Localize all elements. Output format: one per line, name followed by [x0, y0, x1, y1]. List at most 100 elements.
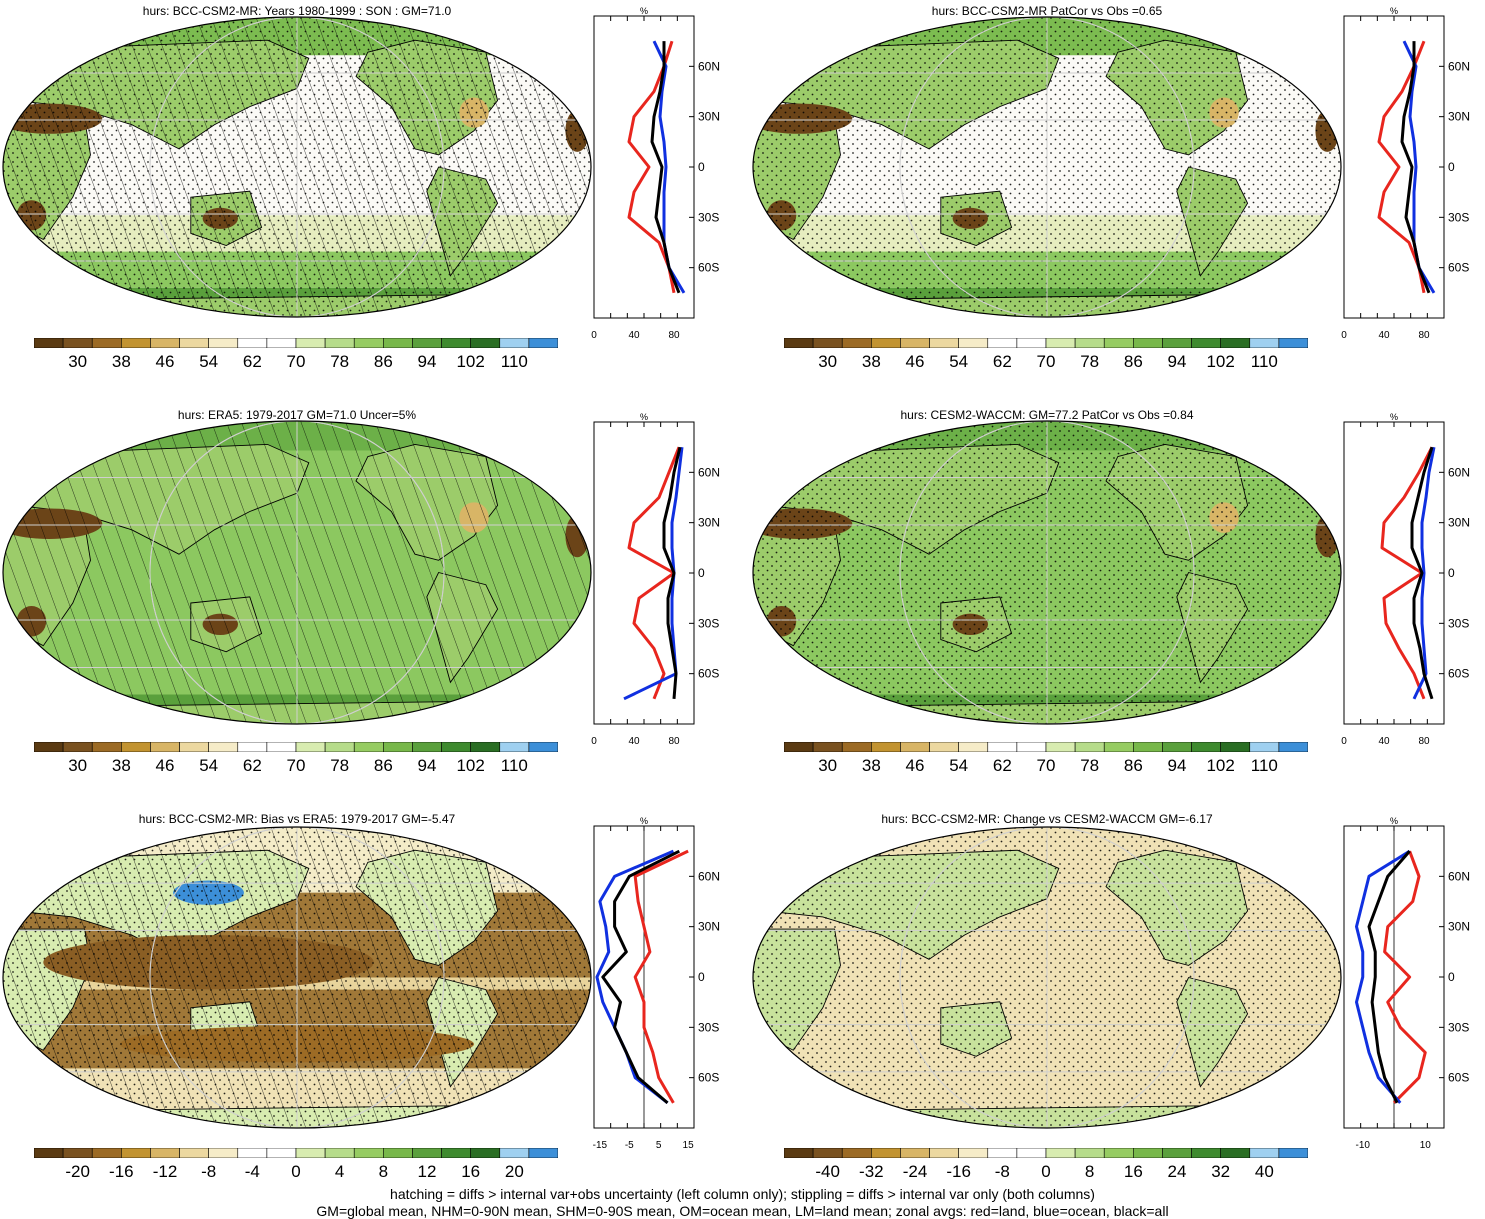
colorbar-tick-label: 62 [993, 756, 1012, 776]
colorbar-swatch [1221, 338, 1250, 348]
colorbar-tick-label: 78 [1080, 756, 1099, 776]
zonal-x-tick-label: -5 [625, 1140, 634, 1151]
colorbar-swatch [988, 338, 1017, 348]
colorbar-swatch [383, 1148, 412, 1158]
colorbar-swatch [1133, 1148, 1162, 1158]
colorbar-swatch [121, 338, 150, 348]
zonal-unit-label: % [640, 412, 648, 422]
colorbar-swatch [63, 1148, 92, 1158]
colorbar-tick-label: 20 [505, 1162, 524, 1182]
colorbar-swatch [930, 338, 959, 348]
colorbar-swatch [871, 742, 900, 752]
colorbar-swatch [34, 1148, 63, 1158]
colorbar-tick-label: 62 [243, 352, 262, 372]
colorbar-tick-label: 38 [112, 352, 131, 372]
colorbar-swatch [959, 1148, 988, 1158]
zonal-x-tick-label: 40 [628, 736, 640, 747]
colorbar-swatch [1279, 1148, 1308, 1158]
colorbar-tick-label: 62 [993, 352, 1012, 372]
colorbar-tick-label: 30 [818, 352, 837, 372]
colorbar-tick-label: 0 [291, 1162, 300, 1182]
colorbar-tick-label: 86 [1124, 756, 1143, 776]
colorbar-tick-label: 110 [1251, 756, 1278, 776]
map-p3 [2, 420, 592, 725]
colorbar-swatch [1075, 1148, 1104, 1158]
colorbar-tick-label: 86 [374, 756, 393, 776]
map-p5 [2, 826, 592, 1129]
map-p4 [752, 420, 1342, 725]
colorbar-swatch [63, 742, 92, 752]
colorbar-tick-label: 30 [818, 756, 837, 776]
colorbar-swatch [34, 742, 63, 752]
colorbar-swatch [1104, 338, 1133, 348]
lat-label: 30N [698, 110, 720, 124]
colorbar-swatch [1104, 1148, 1133, 1158]
colorbar-p6 [784, 1148, 1308, 1158]
colorbar-swatch [784, 1148, 813, 1158]
colorbar-p3 [34, 742, 558, 752]
colorbar-tick-label: 46 [906, 756, 925, 776]
colorbar-tick-label: 102 [1206, 352, 1234, 372]
lat-label: 60N [1448, 869, 1470, 883]
colorbar-swatch [1046, 1148, 1075, 1158]
colorbar-swatch [784, 338, 813, 348]
colorbar-swatch [959, 742, 988, 752]
colorbar-tick-label: -20 [65, 1162, 90, 1182]
colorbar-swatch [1221, 1148, 1250, 1158]
colorbar-tick-label: 70 [287, 756, 306, 776]
colorbar-tick-label: 78 [330, 756, 349, 776]
colorbar-tick-label: 94 [418, 352, 437, 372]
colorbar-tick-label: 4 [335, 1162, 344, 1182]
colorbar-tick-label: 94 [1168, 756, 1187, 776]
colorbar-swatch [63, 338, 92, 348]
colorbar-swatch [871, 1148, 900, 1158]
colorbar-swatch [930, 1148, 959, 1158]
colorbar-tick-label: -16 [109, 1162, 134, 1182]
colorbar-tick-label: -8 [201, 1162, 216, 1182]
colorbar-swatch [238, 742, 267, 752]
colorbar-tick-label: 86 [1124, 352, 1143, 372]
colorbar-swatch [1017, 1148, 1046, 1158]
colorbar-swatch [842, 338, 871, 348]
zonal-unit-label: % [1390, 6, 1398, 16]
lat-label: 30N [698, 920, 720, 934]
colorbar-swatch [988, 742, 1017, 752]
zonal-unit-label: % [1390, 412, 1398, 422]
lat-label: 0 [698, 160, 705, 174]
colorbar-swatch [1279, 742, 1308, 752]
lat-label: 60N [698, 465, 720, 479]
colorbar-tick-label: -32 [859, 1162, 884, 1182]
lat-label: 60N [1448, 465, 1470, 479]
lat-label: 30S [698, 1020, 719, 1034]
colorbar-swatch [180, 1148, 209, 1158]
colorbar-tick-label: 54 [199, 352, 218, 372]
lat-label: 0 [1448, 160, 1455, 174]
colorbar-swatch [1192, 742, 1221, 752]
colorbar-tick-label: 30 [68, 352, 87, 372]
colorbar-tick-label: 94 [1168, 352, 1187, 372]
zonal-x-tick-label: 15 [683, 1140, 695, 1151]
colorbar-tick-label: 62 [243, 756, 262, 776]
colorbar-swatch [1192, 338, 1221, 348]
colorbar-swatch [842, 1148, 871, 1158]
colorbar-tick-label: 86 [374, 352, 393, 372]
colorbar-swatch [1046, 742, 1075, 752]
lat-label: 60S [1448, 1071, 1469, 1085]
colorbar-swatch [988, 1148, 1017, 1158]
colorbar-tick-label: 46 [156, 352, 175, 372]
colorbar-swatch [1250, 1148, 1279, 1158]
colorbar-tick-label: 102 [1206, 756, 1234, 776]
zonal-ocean-line [1414, 447, 1434, 699]
colorbar-swatch [529, 338, 558, 348]
lat-label: 0 [698, 970, 705, 984]
colorbar-tick-label: -8 [995, 1162, 1010, 1182]
footer-line-2: GM=global mean, NHM=0-90N mean, SHM=0-90… [0, 1203, 1485, 1219]
lat-label: 60S [698, 667, 719, 681]
lat-label: 30S [698, 210, 719, 224]
colorbar-swatch [529, 742, 558, 752]
zonal-x-tick-label: -10 [1356, 1140, 1371, 1151]
